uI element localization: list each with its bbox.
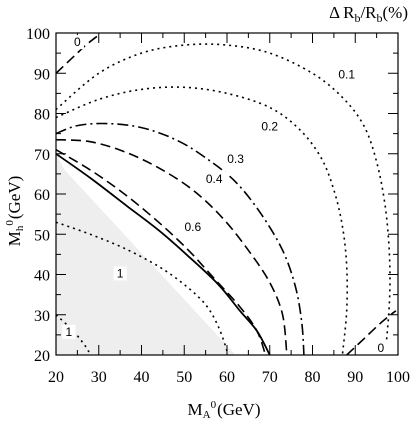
title-sub1: b xyxy=(354,11,360,25)
ylabel-sup: 0 xyxy=(4,220,16,226)
contour-label-bg xyxy=(221,151,250,166)
contour-label-bg xyxy=(374,340,388,355)
contour-label-bg xyxy=(255,119,284,134)
ylabel-main: M xyxy=(5,231,24,246)
contour-label: 0.4 xyxy=(206,172,223,186)
contour-labels: 0 0 0.1 0.2 0.3 0.4 0.6 1 1 xyxy=(62,35,388,355)
y-tick-label: 40 xyxy=(34,268,50,285)
y-tick-label: 70 xyxy=(34,147,50,164)
contour-line-0-1 xyxy=(55,43,391,356)
title-slash: / xyxy=(360,3,365,22)
contour-label: 0.1 xyxy=(338,67,355,81)
x-tick-label: 70 xyxy=(262,369,278,386)
y-axis-label: Mh0(GeV) xyxy=(4,176,26,247)
x-tick-label: 80 xyxy=(305,369,321,386)
contour-label-bg xyxy=(332,67,361,82)
contour-line-0-2 xyxy=(55,86,349,356)
title-sub2: b xyxy=(377,11,383,25)
y-tick-label: 60 xyxy=(34,187,50,204)
contour-line-0 xyxy=(346,310,397,356)
contour-line-0-4 xyxy=(55,138,288,356)
x-tick-label: 60 xyxy=(219,369,235,386)
contour-label: 1 xyxy=(117,267,124,281)
chart-title: Δ Rb/Rb(%) xyxy=(329,3,408,25)
xlabel-sup: 0 xyxy=(211,399,217,411)
contour-label: 0 xyxy=(378,341,385,355)
x-tick-label: 50 xyxy=(176,369,192,386)
x-tick-label: 100 xyxy=(386,369,410,386)
axis-ticks xyxy=(55,32,399,356)
contour-label-bg xyxy=(113,266,127,281)
y-tick-label: 50 xyxy=(34,227,50,244)
contour-label: 0.6 xyxy=(184,220,201,234)
x-tick-label: 30 xyxy=(91,369,107,386)
x-axis-label: MA0(GeV) xyxy=(188,399,261,421)
contour-label-bg xyxy=(62,324,76,339)
contour-label-bg xyxy=(200,171,228,186)
excluded-region-layer xyxy=(56,153,236,355)
contour-label: 0.3 xyxy=(227,152,244,166)
contour-line-0-3 xyxy=(55,122,305,356)
contour-label-bg xyxy=(70,35,84,50)
plot-frame xyxy=(55,32,399,356)
xlabel-sub: A xyxy=(203,409,211,421)
x-tick-label: 40 xyxy=(134,369,150,386)
title-r1: R xyxy=(343,3,355,22)
contour-label: 0.2 xyxy=(261,120,278,134)
contour-line-0 xyxy=(55,34,100,74)
y-tick-label: 100 xyxy=(26,26,50,43)
ylabel-unit: (GeV) xyxy=(5,176,24,219)
excluded-region xyxy=(56,153,236,355)
ylabel-sub: h xyxy=(14,225,26,231)
xlabel-unit: (GeV) xyxy=(217,400,260,419)
contour-line-1 xyxy=(55,153,271,356)
contour-label: 0 xyxy=(74,35,81,49)
y-tick-label: 90 xyxy=(34,66,50,83)
contour-label-bg xyxy=(179,220,207,235)
contour-line-1 xyxy=(55,314,91,356)
contour-lines xyxy=(55,34,397,356)
y-tick-label: 30 xyxy=(34,308,50,325)
contour-label: 1 xyxy=(65,325,72,339)
x-tick-label: 90 xyxy=(347,369,363,386)
contour-line-0-6 xyxy=(55,149,267,356)
title-delta: Δ xyxy=(329,3,340,22)
y-tick-label: 80 xyxy=(34,107,50,124)
xlabel-main: M xyxy=(188,400,203,419)
x-tick-label: 20 xyxy=(48,369,64,386)
title-r2: R xyxy=(365,3,377,22)
y-tick-label: 20 xyxy=(34,348,50,365)
title-unit: (%) xyxy=(383,3,408,22)
